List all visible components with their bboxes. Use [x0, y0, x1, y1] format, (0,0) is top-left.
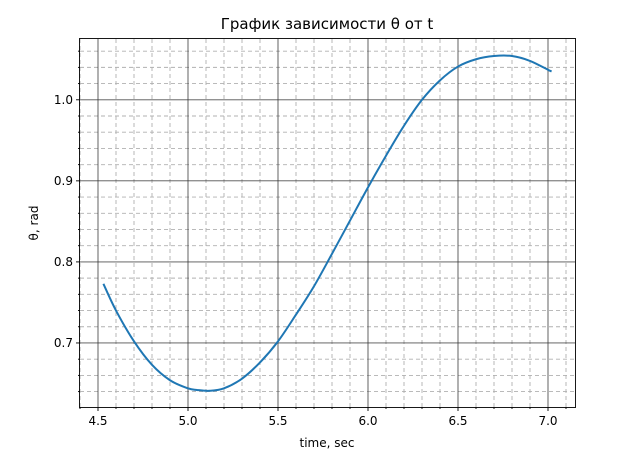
plot-frame	[79, 38, 576, 408]
x-tick-label: 6.5	[448, 414, 467, 428]
series	[102, 54, 553, 392]
series-line	[102, 54, 553, 392]
y-tick-label: 1.0	[54, 93, 73, 107]
x-tick-label: 5.0	[178, 414, 197, 428]
x-tick-label: 5.5	[268, 414, 287, 428]
x-tick-label: 6.0	[358, 414, 377, 428]
x-axis-label: time, sec	[300, 436, 355, 450]
y-axis-label: θ, rad	[27, 206, 41, 241]
x-tick-label: 4.5	[88, 414, 107, 428]
y-tick-label: 0.9	[54, 174, 73, 188]
ticks: 4.5 5.0 5.5 6.0 6.5 7.0 0.7 0.8 0.9 1.0	[54, 50, 567, 428]
minor-grid	[79, 39, 575, 407]
y-tick-label: 0.8	[54, 255, 73, 269]
major-grid	[80, 39, 575, 407]
y-tick-label: 0.7	[54, 336, 73, 350]
x-tick-label: 7.0	[538, 414, 557, 428]
chart-title: График зависимости θ от t	[221, 15, 434, 33]
